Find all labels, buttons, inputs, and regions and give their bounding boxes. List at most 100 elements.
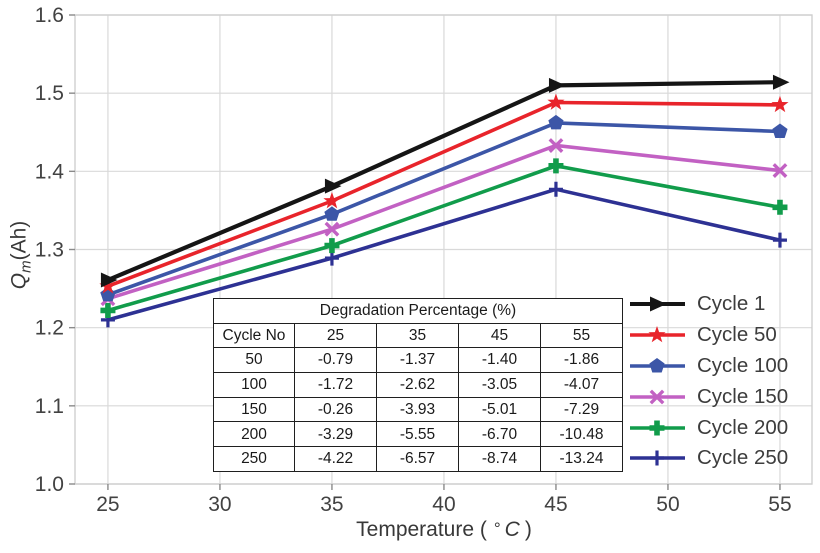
legend-label-cycle-250: Cycle 250 (697, 446, 789, 470)
marker-cycle-100 (548, 114, 564, 130)
table-cell: 50 (213, 347, 295, 374)
marker-cycle-50 (771, 95, 789, 113)
legend-label-cycle-1: Cycle 1 (697, 292, 766, 316)
table-cell: -3.29 (294, 421, 377, 448)
y-tick-label: 1.4 (35, 160, 65, 183)
y-tick-label: 1.0 (35, 473, 64, 496)
series-cycle-1 (100, 74, 790, 288)
legend-label-cycle-100: Cycle 100 (697, 353, 789, 377)
series-line-cycle-100 (107, 121, 781, 297)
table-cell: -6.57 (376, 446, 459, 472)
degradation-table: Degradation Percentage (%) Cycle No 25 35 45… (213, 298, 623, 472)
y-tick-label: 1.5 (35, 82, 64, 105)
table-cell: -3.93 (376, 396, 459, 423)
x-tick-label: 55 (768, 493, 791, 516)
degree-symbol: ° (493, 519, 501, 538)
marker-cycle-200 (772, 199, 788, 215)
table-cell: -8.74 (458, 446, 541, 472)
table-title-row: Degradation Percentage (%) (213, 298, 623, 324)
marker-cycle-250 (772, 232, 787, 248)
marker-cycle-1 (324, 178, 342, 194)
marker-cycle-1 (100, 272, 118, 288)
tick-group: 25 30 35 40 45 50 55 1.0 1.1 1.2 1.3 1.4 1.5 1.6 (35, 4, 792, 516)
x-tick-label: 35 (320, 493, 343, 516)
degradation-table-wrap: Degradation Percentage (%) Cycle No 25 35 45… (213, 298, 623, 472)
legend: Cycle 1 Cycle 50 Cycle 100 Cycle 150 Cycle 2… (629, 289, 788, 474)
table-header-cell: 45 (458, 322, 541, 349)
x-axis-title-close: ) (524, 518, 532, 541)
table-header-row: Cycle No 25 35 45 55 (213, 322, 623, 349)
table-header-cell: Cycle No (213, 322, 295, 349)
marker-cycle-150 (324, 221, 340, 237)
table-cell: -4.07 (540, 372, 623, 398)
table-title: Degradation Percentage (%) (213, 298, 623, 324)
series-line-cycle-150 (107, 143, 781, 301)
table-cell: -1.72 (294, 372, 377, 398)
marker-cycle-200 (100, 302, 116, 318)
marker-cycle-1 (772, 74, 790, 90)
table-row: 50 -0.79 -1.37 -1.40 -1.86 (213, 347, 623, 374)
table-cell: -3.05 (458, 372, 541, 398)
marker-cycle-200 (324, 238, 340, 254)
legend-item-cycle-1: Cycle 1 (629, 289, 788, 320)
table-row: 200 -3.29 -5.55 -6.70 -10.48 (213, 421, 623, 448)
legend-marker-glyph-cycle-200 (649, 420, 665, 436)
y-axis-title-symbol: Q (7, 272, 31, 290)
table-row: 250 -4.22 -6.57 -8.74 -13.24 (213, 446, 623, 472)
legend-marker-glyph-cycle-1 (650, 296, 667, 312)
table-cell: -5.55 (376, 421, 459, 448)
legend-marker-glyph-cycle-50 (648, 326, 666, 343)
table-cell: -10.48 (540, 421, 623, 448)
legend-item-cycle-150: Cycle 150 (629, 381, 788, 412)
x-tick-label: 45 (544, 493, 567, 516)
table-cell: -1.40 (458, 347, 541, 374)
legend-item-cycle-250: Cycle 250 (629, 443, 788, 474)
y-tick-label: 1.3 (35, 239, 64, 262)
legend-marker-cycle-1 (630, 296, 685, 312)
x-axis-title-text: Temperature ( (356, 518, 487, 541)
marker-cycle-100 (772, 123, 788, 138)
marker-cycle-200 (548, 158, 564, 174)
y-axis-title-unit: (Ah) (7, 220, 31, 261)
marker-cycle-50 (99, 277, 117, 294)
x-tick-label: 50 (656, 493, 679, 516)
marker-cycle-150 (548, 138, 564, 153)
legend-item-cycle-50: Cycle 50 (629, 320, 788, 351)
x-tick-label: 25 (96, 493, 119, 516)
series-line-cycle-50 (107, 100, 781, 288)
x-axis-title: Temperature ( ° C) (356, 518, 532, 542)
series-line-cycle-250 (107, 187, 781, 322)
y-tick-label: 1.6 (35, 4, 64, 27)
table-cell: 100 (213, 372, 295, 398)
marker-cycle-100 (324, 206, 340, 221)
x-tick-label: 30 (208, 493, 231, 516)
table-cell: -0.26 (294, 396, 377, 423)
marker-cycle-250 (548, 181, 563, 197)
table-cell: -5.01 (458, 396, 541, 423)
legend-item-cycle-100: Cycle 100 (629, 351, 788, 382)
table-cell: -13.24 (540, 446, 623, 472)
marker-cycle-250 (324, 250, 339, 266)
grid-group (74, 14, 813, 485)
series-cycle-150 (100, 138, 788, 307)
table-header-cell: 55 (540, 322, 623, 349)
series-cycle-100 (100, 114, 788, 302)
series-cycle-250 (100, 181, 787, 328)
table-cell: -2.62 (376, 372, 459, 398)
table-cell: -7.29 (540, 396, 623, 423)
table-header-cell: 25 (294, 322, 377, 349)
marker-cycle-50 (323, 192, 341, 209)
x-axis-title-unit: C (504, 518, 520, 541)
y-tick-label: 1.1 (35, 395, 64, 418)
table-header-cell: 35 (376, 322, 459, 349)
series-cycle-50 (99, 93, 789, 294)
series-line-cycle-200 (107, 164, 781, 313)
series-group (99, 74, 790, 328)
legend-marker-cycle-100 (630, 357, 685, 373)
table-cell: -6.70 (458, 421, 541, 448)
table-cell: 250 (213, 446, 295, 472)
table-cell: 150 (213, 396, 295, 423)
legend-marker-cycle-150 (630, 389, 685, 405)
